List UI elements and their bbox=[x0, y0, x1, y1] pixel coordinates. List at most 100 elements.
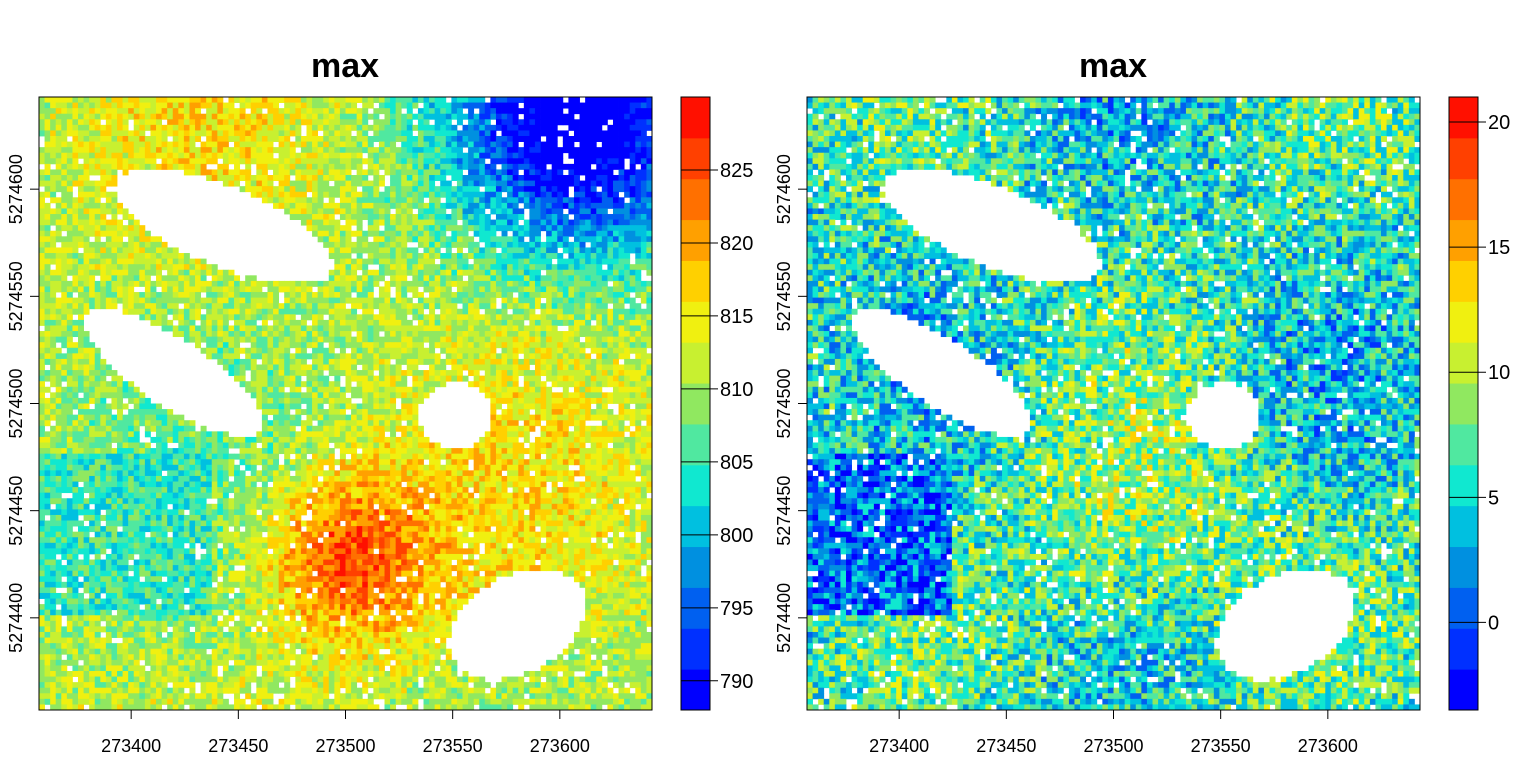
raster-cell bbox=[479, 286, 486, 293]
raster-cell bbox=[495, 241, 502, 248]
raster-cell bbox=[646, 264, 653, 271]
raster-cell bbox=[144, 275, 151, 282]
raster-cell bbox=[295, 392, 302, 399]
raster-cell bbox=[312, 303, 319, 310]
raster-cell bbox=[323, 241, 330, 248]
raster-cell bbox=[195, 331, 202, 338]
raster-cell bbox=[328, 342, 335, 349]
raster-cell bbox=[44, 191, 51, 198]
raster-cell bbox=[111, 175, 118, 181]
raster-cell bbox=[312, 347, 319, 354]
raster-cell bbox=[351, 280, 358, 287]
raster-cell bbox=[646, 147, 653, 154]
raster-cell bbox=[495, 342, 502, 349]
raster-cell bbox=[250, 97, 257, 103]
raster-cell bbox=[473, 275, 480, 282]
raster-cell bbox=[111, 130, 118, 137]
raster-cell bbox=[484, 191, 491, 198]
raster-cell bbox=[534, 253, 541, 260]
raster-cell bbox=[518, 280, 525, 287]
raster-cell bbox=[640, 375, 647, 382]
raster-cell bbox=[456, 364, 463, 371]
raster-cell bbox=[585, 97, 592, 103]
raster-cell bbox=[445, 102, 452, 109]
raster-cell bbox=[607, 191, 614, 198]
raster-cell bbox=[479, 269, 486, 276]
raster-cell bbox=[629, 397, 636, 404]
raster-cell bbox=[50, 292, 57, 299]
raster-cell bbox=[590, 158, 597, 165]
raster-cell bbox=[334, 202, 341, 209]
raster-cell bbox=[122, 102, 129, 109]
raster-cell bbox=[646, 208, 653, 215]
raster-cell bbox=[523, 370, 530, 377]
raster-cell bbox=[217, 269, 224, 276]
raster-cell bbox=[568, 113, 575, 120]
raster-cell bbox=[72, 264, 79, 271]
raster-cell bbox=[256, 186, 263, 193]
raster-cell bbox=[156, 113, 162, 120]
raster-cell bbox=[479, 381, 486, 388]
raster-cell bbox=[217, 163, 224, 170]
raster-cell bbox=[295, 208, 302, 215]
raster-cell bbox=[417, 180, 424, 187]
raster-cell bbox=[507, 375, 514, 382]
raster-cell bbox=[61, 286, 68, 293]
raster-cell bbox=[161, 292, 168, 299]
raster-cell bbox=[423, 163, 430, 170]
raster-cell bbox=[406, 236, 413, 243]
raster-cell bbox=[367, 219, 374, 226]
raster-cell bbox=[167, 141, 174, 148]
raster-cell bbox=[585, 319, 592, 326]
raster-cell bbox=[245, 314, 252, 321]
raster-cell bbox=[323, 303, 330, 310]
raster-cell bbox=[401, 386, 408, 393]
raster-cell bbox=[601, 186, 608, 193]
raster-cell bbox=[529, 124, 536, 131]
raster-cell bbox=[579, 197, 586, 204]
raster-cell bbox=[629, 197, 636, 204]
raster-cell bbox=[261, 386, 268, 393]
raster-cell bbox=[585, 152, 592, 159]
raster-cell bbox=[618, 375, 625, 382]
raster-cell bbox=[284, 202, 291, 209]
raster-cell bbox=[401, 397, 408, 404]
raster-cell bbox=[495, 136, 502, 142]
raster-cell bbox=[105, 253, 112, 260]
raster-cell bbox=[607, 102, 614, 109]
raster-cell bbox=[128, 136, 135, 142]
raster-cell bbox=[434, 275, 441, 282]
raster-cell bbox=[468, 191, 475, 198]
raster-cell bbox=[105, 124, 112, 131]
raster-cell bbox=[501, 241, 508, 248]
raster-cell bbox=[501, 169, 508, 176]
raster-cell bbox=[300, 141, 307, 148]
raster-cell bbox=[624, 230, 631, 237]
raster-cell bbox=[529, 147, 536, 154]
raster-cell bbox=[328, 97, 335, 103]
raster-cell bbox=[111, 230, 118, 237]
raster-cell bbox=[195, 97, 202, 103]
raster-cell bbox=[378, 102, 385, 109]
raster-cell bbox=[490, 219, 497, 226]
raster-cell bbox=[612, 314, 619, 321]
raster-cell bbox=[44, 241, 51, 248]
raster-cell bbox=[339, 147, 346, 154]
raster-cell bbox=[579, 124, 586, 131]
raster-cell bbox=[585, 214, 592, 220]
raster-cell bbox=[128, 108, 135, 115]
raster-cell bbox=[490, 258, 497, 265]
raster-cell bbox=[562, 364, 569, 371]
raster-cell bbox=[83, 381, 90, 388]
raster-cell bbox=[217, 147, 224, 154]
raster-cell bbox=[635, 102, 642, 109]
raster-cell bbox=[501, 219, 508, 226]
raster-cell bbox=[94, 370, 101, 377]
raster-cell bbox=[484, 269, 491, 276]
raster-cell bbox=[328, 241, 335, 248]
raster-cell bbox=[495, 258, 502, 265]
raster-cell bbox=[72, 253, 79, 260]
raster-cell bbox=[568, 241, 575, 248]
raster-cell bbox=[356, 141, 363, 148]
raster-cell bbox=[100, 370, 107, 377]
